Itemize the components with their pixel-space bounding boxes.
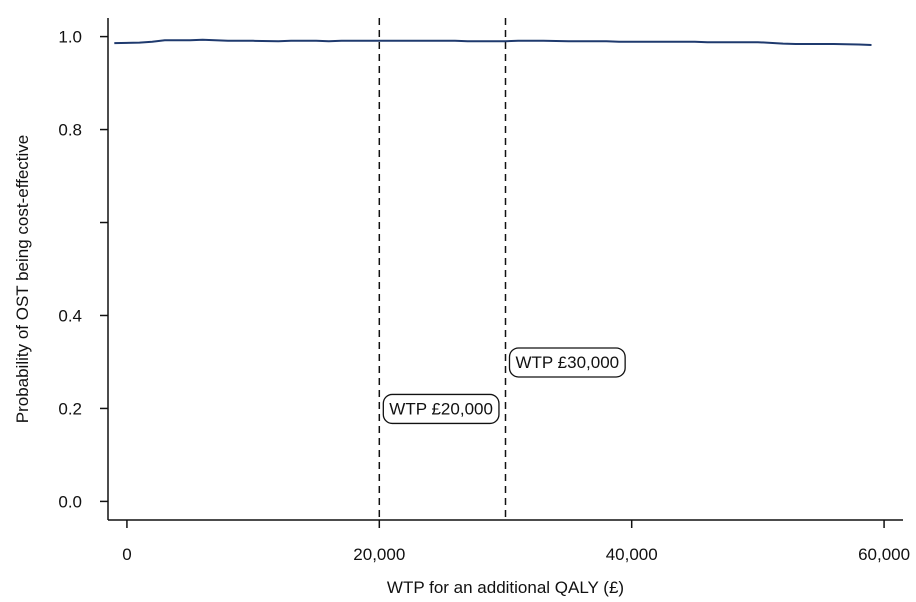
y-tick-label: 0.8 <box>58 121 82 140</box>
y-tick-label: 0.4 <box>58 306 82 325</box>
annotation-label: WTP £30,000 <box>516 353 620 372</box>
x-tick-label: 60,000 <box>858 545 910 564</box>
plot-area: WTP £20,000 WTP £30,000 <box>114 18 872 520</box>
y-axis-title: Probability of OST being cost-effective <box>13 135 32 424</box>
reference-annotation: WTP £30,000 <box>508 347 626 378</box>
annotation-box <box>508 347 626 378</box>
annotation-label: WTP £20,000 <box>389 399 493 418</box>
x-tick-label: 0 <box>122 545 131 564</box>
series-line <box>114 38 872 46</box>
reference-annotation: WTP £20,000 <box>382 393 500 425</box>
y-tick-label: 1.0 <box>58 28 82 47</box>
annotation-box <box>382 393 500 425</box>
x-tick-label: 40,000 <box>606 545 658 564</box>
x-axis-title: WTP for an additional QALY (£) <box>387 578 624 597</box>
y-tick-label: 0.0 <box>58 492 82 511</box>
y-tick-label: 0.2 <box>58 399 82 418</box>
x-tick-label: 20,000 <box>353 545 405 564</box>
axes: 0.0 0.2 0.4 0.8 1.0 0 20,000 40,000 60,000 <box>58 18 910 564</box>
